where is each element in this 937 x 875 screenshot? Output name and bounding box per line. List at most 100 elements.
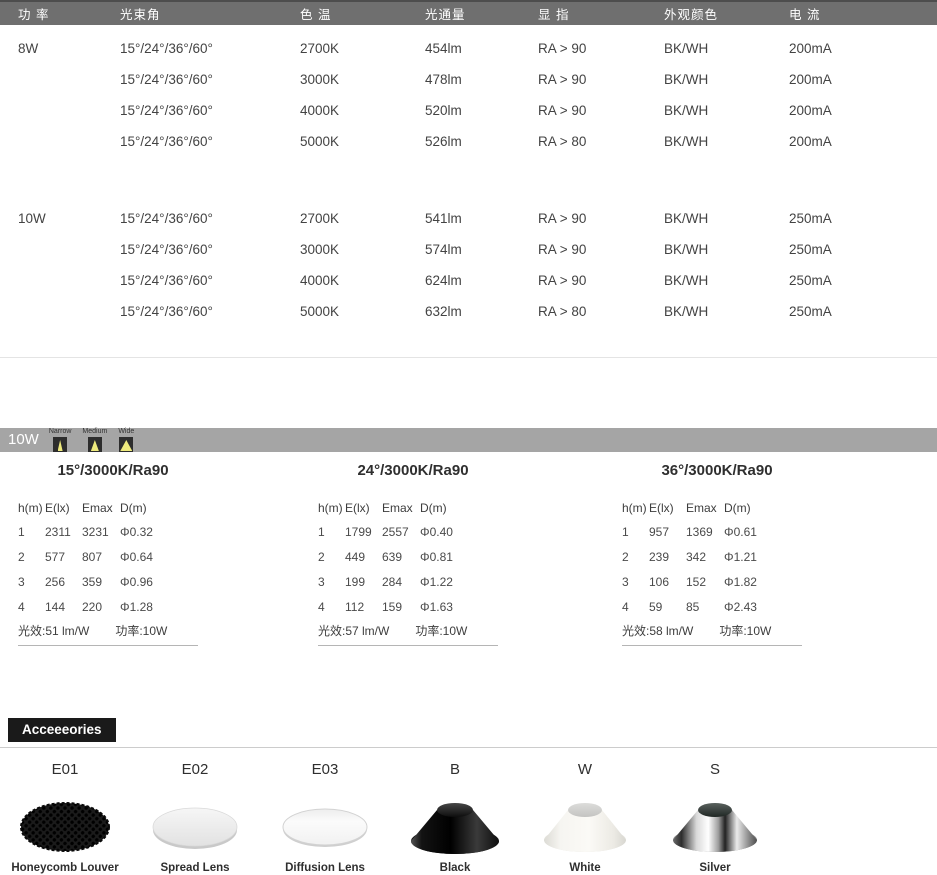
cct-cell: 2700K — [300, 211, 340, 226]
cell: Φ1.28 — [120, 600, 153, 614]
photometric-row: 1 2311 3231 Φ0.32 — [18, 520, 318, 545]
accessory-code: E03 — [311, 761, 339, 778]
cell: 144 — [45, 600, 66, 614]
flux-cell: 624lm — [425, 273, 462, 288]
beam-angle-cell: 15°/24°/36°/60° — [120, 134, 213, 149]
cell: 1 — [18, 525, 25, 539]
cri-cell: RA > 90 — [538, 242, 587, 257]
cell: 2311 — [45, 525, 71, 539]
photometric-header-row: h(m) E(lx) Emax D(m) — [318, 500, 622, 516]
accessory-item-s: S Sil — [650, 760, 780, 874]
spec-table-header: 功 率 光束角 色 温 光通量 显 指 外观颜色 电 流 — [0, 0, 937, 25]
power-cell — [18, 296, 120, 327]
photometric-title: 15°/3000K/Ra90 — [57, 462, 169, 479]
beam-angle-cell: 15°/24°/36°/60° — [120, 211, 213, 226]
section-divider — [0, 357, 937, 358]
cell: 1 — [318, 525, 325, 539]
wide-beam-icon — [119, 437, 134, 452]
power-cell — [18, 126, 120, 157]
col-h: h(m) — [18, 501, 43, 515]
accessories-title: Acceeeories — [8, 718, 116, 742]
current-cell: 200mA — [789, 103, 832, 118]
finish-cell: BK/WH — [664, 242, 709, 257]
cri-cell: RA > 90 — [538, 72, 587, 87]
photometric-row: 1 957 1369 Φ0.61 — [622, 520, 922, 545]
photometric-title: 24°/3000K/Ra90 — [357, 462, 469, 479]
col-emax: Emax — [382, 501, 413, 515]
photometric-table-24deg: 24°/3000K/Ra90 h(m) E(lx) Emax D(m) 1 17… — [318, 452, 622, 646]
cell: Φ0.64 — [120, 550, 153, 564]
cell: 1369 — [686, 525, 713, 539]
cri-cell: RA > 90 — [538, 41, 587, 56]
beam-angle-cell: 15°/24°/36°/60° — [120, 304, 213, 319]
flux-cell: 454lm — [425, 41, 462, 56]
spec-group-10w: 10W 15°/24°/36°/60° 2700K 541lm RA > 90 … — [18, 203, 937, 327]
cell: 807 — [82, 550, 103, 564]
photometric-footer: 光效:51 lm/W 功率:10W — [18, 624, 198, 646]
col-h: h(m) — [622, 501, 647, 515]
black-reflector-image — [407, 796, 503, 858]
finish-cell: BK/WH — [664, 273, 709, 288]
beam-angle-cell: 15°/24°/36°/60° — [120, 72, 213, 87]
header-cri: 显 指 — [538, 8, 570, 22]
accessories-grid: E01 Honeycomb Louver E02 — [0, 760, 937, 874]
cell: 957 — [649, 525, 670, 539]
accessory-name: White — [569, 862, 601, 874]
finish-cell: BK/WH — [664, 103, 709, 118]
efficacy-value: 光效:51 lm/W — [18, 624, 90, 638]
photometric-section: 15°/3000K/Ra90 h(m) E(lx) Emax D(m) 1 23… — [0, 452, 937, 646]
cri-cell: RA > 90 — [538, 103, 587, 118]
efficacy-value: 光效:58 lm/W — [622, 624, 694, 638]
cell: 577 — [45, 550, 66, 564]
flux-cell: 632lm — [425, 304, 462, 319]
photometric-row: 2 577 807 Φ0.64 — [18, 545, 318, 570]
col-d: D(m) — [120, 501, 147, 515]
cell: 639 — [382, 550, 403, 564]
cri-cell: RA > 80 — [538, 304, 587, 319]
accessory-name: Silver — [699, 862, 731, 874]
finish-cell: BK/WH — [664, 304, 709, 319]
power-cell — [18, 95, 120, 126]
photometric-header-row: h(m) E(lx) Emax D(m) — [18, 500, 318, 516]
accessory-name: Spread Lens — [160, 862, 230, 874]
beam-angle-cell: 15°/24°/36°/60° — [120, 41, 213, 56]
cri-cell: RA > 90 — [538, 273, 587, 288]
finish-cell: BK/WH — [664, 134, 709, 149]
cell: 4 — [622, 600, 629, 614]
flux-cell: 520lm — [425, 103, 462, 118]
spec-row: 10W 15°/24°/36°/60° 2700K 541lm RA > 90 … — [18, 203, 937, 234]
col-d: D(m) — [724, 501, 751, 515]
spec-row: 15°/24°/36°/60° 3000K 574lm RA > 90 BK/W… — [18, 234, 937, 265]
diffusion-lens-image — [280, 796, 370, 858]
spread-lens-image — [150, 796, 240, 858]
accessory-item-e03: E03 Diffusion Lens — [260, 760, 390, 874]
photometric-row: 2 239 342 Φ1.21 — [622, 545, 922, 570]
wide-label: Wide — [118, 428, 135, 435]
finish-cell: BK/WH — [664, 72, 709, 87]
photometric-row: 2 449 639 Φ0.81 — [318, 545, 622, 570]
photometric-row: 4 59 85 Φ2.43 — [622, 595, 922, 620]
accessory-name: Black — [439, 862, 471, 874]
col-e: E(lx) — [649, 501, 674, 515]
beam-bar-power-label: 10W — [8, 431, 39, 448]
cell: 449 — [345, 550, 366, 564]
header-flux: 光通量 — [425, 8, 466, 22]
spec-row: 15°/24°/36°/60° 4000K 624lm RA > 90 BK/W… — [18, 265, 937, 296]
accessory-code: E02 — [181, 761, 209, 778]
power-cell: 10W — [18, 211, 46, 226]
current-cell: 200mA — [789, 41, 832, 56]
beam-angle-cell: 15°/24°/36°/60° — [120, 103, 213, 118]
cell: 3 — [18, 575, 25, 589]
photometric-row: 1 1799 2557 Φ0.40 — [318, 520, 622, 545]
power-value: 功率:10W — [415, 624, 468, 638]
cell: 106 — [649, 575, 670, 589]
cell: 59 — [649, 600, 663, 614]
cell: 2 — [318, 550, 325, 564]
accessory-name: Honeycomb Louver — [11, 862, 119, 874]
cell: 342 — [686, 550, 707, 564]
spec-row: 15°/24°/36°/60° 5000K 526lm RA > 80 BK/W… — [18, 126, 937, 157]
cell: 239 — [649, 550, 670, 564]
spec-row: 15°/24°/36°/60° 3000K 478lm RA > 90 BK/W… — [18, 64, 937, 95]
beam-option-medium: Medium — [82, 428, 107, 452]
power-cell — [18, 64, 120, 95]
